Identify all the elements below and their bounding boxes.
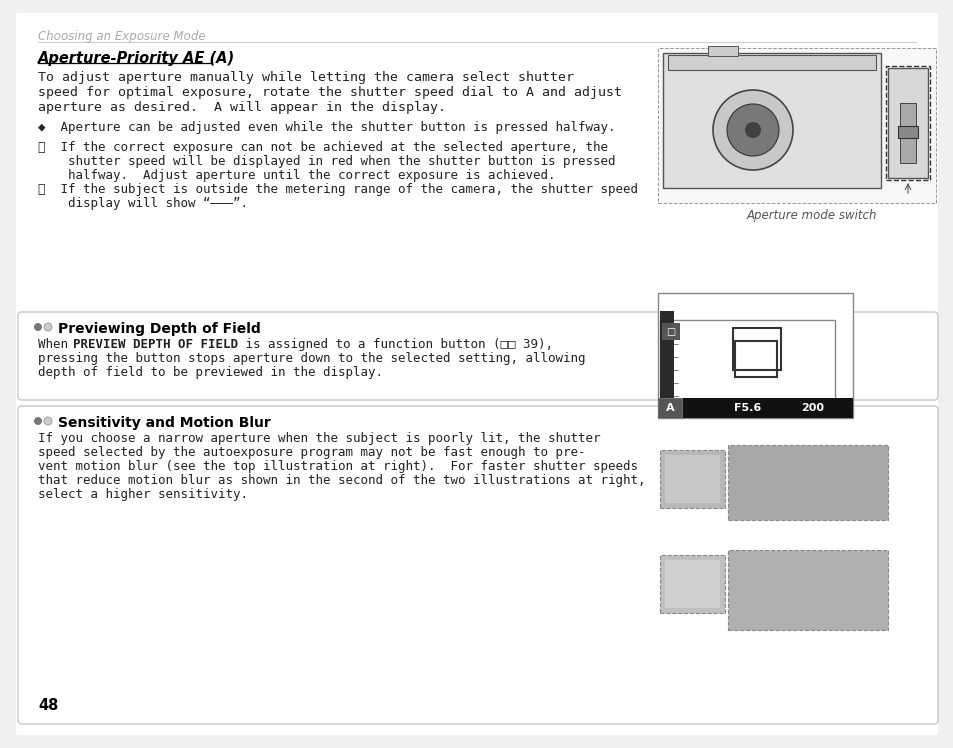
Circle shape <box>44 323 52 331</box>
Text: 48: 48 <box>38 698 58 713</box>
Bar <box>662 53 880 188</box>
Text: vent motion blur (see the top illustration at right).  For faster shutter speeds: vent motion blur (see the top illustrati… <box>38 460 638 473</box>
Bar <box>887 68 927 178</box>
Circle shape <box>44 417 52 425</box>
Bar <box>734 341 776 377</box>
Circle shape <box>712 90 792 170</box>
Text: F5.6: F5.6 <box>734 403 760 413</box>
FancyBboxPatch shape <box>18 406 937 724</box>
Bar <box>658 398 852 418</box>
Text: depth of field to be previewed in the display.: depth of field to be previewed in the di… <box>38 366 382 379</box>
Circle shape <box>744 122 760 138</box>
FancyBboxPatch shape <box>18 312 937 400</box>
Bar <box>658 293 852 418</box>
Bar <box>899 103 915 163</box>
Bar <box>658 398 681 418</box>
Text: halfway.  Adjust aperture until the correct exposure is achieved.: halfway. Adjust aperture until the corre… <box>38 169 555 182</box>
Bar <box>732 328 781 370</box>
Bar <box>659 320 834 415</box>
Text: aperture as desired.  A will appear in the display.: aperture as desired. A will appear in th… <box>38 101 446 114</box>
FancyBboxPatch shape <box>658 48 935 203</box>
Circle shape <box>34 323 42 331</box>
Text: If you choose a narrow aperture when the subject is poorly lit, the shutter: If you choose a narrow aperture when the… <box>38 432 599 445</box>
Text: ◆  Aperture can be adjusted even while the shutter button is pressed halfway.: ◆ Aperture can be adjusted even while th… <box>38 121 615 134</box>
Bar <box>707 46 738 56</box>
FancyBboxPatch shape <box>16 13 937 735</box>
Text: Choosing an Exposure Mode: Choosing an Exposure Mode <box>38 30 206 43</box>
Circle shape <box>726 104 779 156</box>
Circle shape <box>34 417 42 425</box>
Bar <box>897 126 917 138</box>
Bar <box>661 323 679 340</box>
Text: speed selected by the autoexposure program may not be fast enough to pre-: speed selected by the autoexposure progr… <box>38 446 585 459</box>
Text: Previewing Depth of Field: Previewing Depth of Field <box>58 322 260 336</box>
Text: ⓘ  If the subject is outside the metering range of the camera, the shutter speed: ⓘ If the subject is outside the metering… <box>38 183 638 196</box>
Text: Aperture mode switch: Aperture mode switch <box>746 209 877 222</box>
Bar <box>727 550 887 630</box>
Text: When: When <box>38 338 75 351</box>
Text: that reduce motion blur as shown in the second of the two illustrations at right: that reduce motion blur as shown in the … <box>38 474 645 487</box>
Text: select a higher sensitivity.: select a higher sensitivity. <box>38 488 248 501</box>
Bar <box>661 342 673 407</box>
Bar <box>727 445 887 520</box>
Text: ⓘ  If the correct exposure can not be achieved at the selected aperture, the: ⓘ If the correct exposure can not be ach… <box>38 141 607 154</box>
Text: pressing the button stops aperture down to the selected setting, allowing: pressing the button stops aperture down … <box>38 352 585 365</box>
Bar <box>664 455 720 503</box>
Text: shutter speed will be displayed in red when the shutter button is pressed: shutter speed will be displayed in red w… <box>38 155 615 168</box>
Text: Aperture-Priority AE (A): Aperture-Priority AE (A) <box>38 51 234 66</box>
Text: Sensitivity and Motion Blur: Sensitivity and Motion Blur <box>58 416 271 430</box>
Text: is assigned to a function button (□□ 39),: is assigned to a function button (□□ 39)… <box>237 338 553 351</box>
Bar <box>659 555 724 613</box>
Bar <box>659 450 724 508</box>
Text: speed for optimal exposure, rotate the shutter speed dial to A and adjust: speed for optimal exposure, rotate the s… <box>38 86 621 99</box>
Bar <box>659 311 673 398</box>
Text: □: □ <box>666 327 675 337</box>
Text: To adjust aperture manually while letting the camera select shutter: To adjust aperture manually while lettin… <box>38 71 574 84</box>
Bar <box>667 55 875 70</box>
Text: PREVIEW DEPTH OF FIELD: PREVIEW DEPTH OF FIELD <box>73 338 237 351</box>
Text: 200: 200 <box>801 403 823 413</box>
Text: A: A <box>665 403 674 413</box>
Text: display will show “–––”.: display will show “–––”. <box>38 197 248 210</box>
Bar <box>664 560 720 608</box>
